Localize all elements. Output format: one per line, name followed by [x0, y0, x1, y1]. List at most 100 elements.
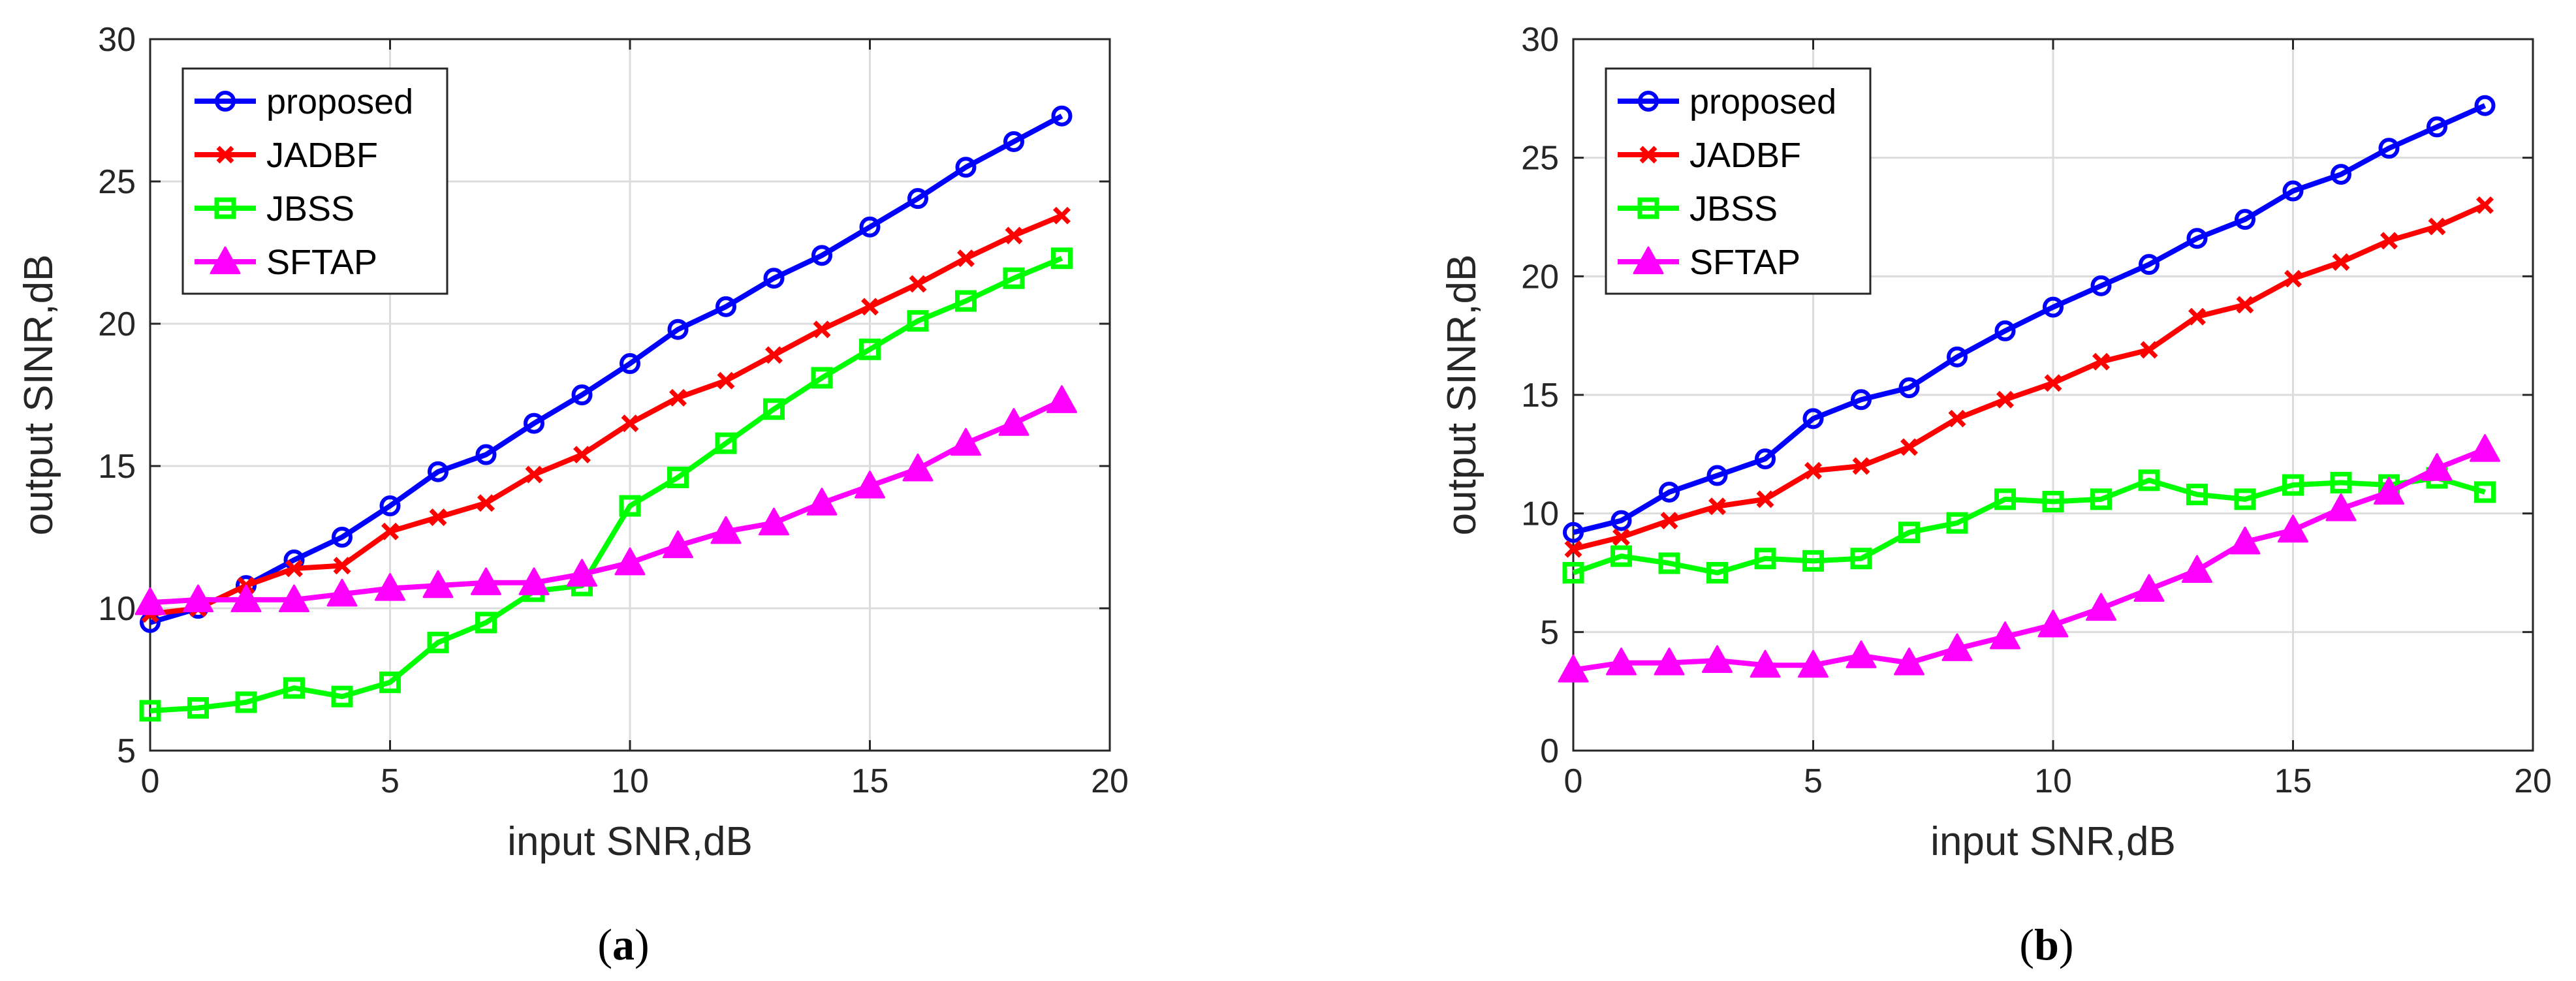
- x-tick-label: 5: [381, 762, 400, 800]
- legend-item: JBSS: [195, 189, 354, 228]
- legend-marker: [1633, 246, 1664, 275]
- data-point: [2186, 228, 2208, 249]
- data-point: [477, 494, 495, 512]
- data-point: [1941, 633, 1973, 661]
- data-point: [2229, 526, 2261, 555]
- data-point: [2421, 453, 2453, 481]
- data-point: [955, 157, 977, 178]
- data-point: [1654, 647, 1685, 676]
- panel-caption: (a): [597, 920, 649, 969]
- x-tick-label: 5: [1804, 762, 1823, 800]
- data-point: [2378, 138, 2400, 159]
- y-tick-label: 0: [1540, 732, 1559, 770]
- data-point: [1946, 512, 1968, 534]
- y-tick-label: 20: [1521, 258, 1559, 296]
- data-point: [331, 685, 353, 708]
- data-point: [230, 584, 262, 613]
- data-point: [1947, 346, 1968, 367]
- data-point: [183, 584, 213, 613]
- y-tick-label: 10: [1521, 495, 1559, 533]
- data-point: [2139, 254, 2160, 275]
- legend-label: JADBF: [1689, 136, 1801, 175]
- data-point: [2282, 474, 2304, 496]
- y-axis-label: output SINR,dB: [16, 255, 61, 536]
- legend: proposed JADBF JBSS SFTAP: [1605, 67, 1872, 295]
- data-point: [134, 587, 166, 615]
- data-point: [524, 413, 544, 434]
- data-point: [2090, 275, 2112, 296]
- data-point: [279, 584, 309, 613]
- data-point: [332, 527, 353, 548]
- data-point: [2182, 555, 2212, 583]
- data-point: [1051, 247, 1073, 270]
- data-point: [1846, 640, 1877, 668]
- data-point: [621, 414, 639, 433]
- legend-marker: [214, 197, 236, 219]
- data-point: [1894, 647, 1924, 676]
- data-point: [763, 398, 785, 420]
- data-point: [1851, 389, 1872, 411]
- data-point: [1660, 512, 1678, 530]
- data-point: [1802, 408, 1824, 429]
- data-point: [567, 559, 597, 587]
- data-point: [381, 522, 399, 540]
- data-point: [326, 578, 358, 607]
- data-point: [427, 631, 449, 653]
- data-point: [1708, 497, 1726, 516]
- y-tick-label: 25: [98, 163, 136, 201]
- legend-marker: [215, 91, 236, 112]
- legend-item: JADBF: [195, 136, 378, 175]
- data-point: [2133, 574, 2165, 602]
- data-point: [1798, 649, 1829, 678]
- data-point: [2278, 514, 2308, 543]
- data-point: [1990, 621, 2020, 649]
- data-point: [2470, 434, 2500, 462]
- legend-item: SFTAP: [195, 243, 377, 282]
- data-point: [471, 567, 501, 595]
- data-point: [2284, 270, 2302, 288]
- data-point: [855, 471, 885, 499]
- data-point: [1702, 645, 1733, 674]
- data-point: [2476, 196, 2494, 214]
- y-tick-label: 25: [1521, 140, 1559, 178]
- data-point: [571, 384, 593, 405]
- legend-label: JADBF: [266, 136, 378, 175]
- x-axis-label: input SNR,dB: [507, 819, 753, 864]
- data-point: [2374, 476, 2404, 505]
- legend-item: proposed: [195, 82, 413, 121]
- data-point: [806, 488, 838, 516]
- data-point: [620, 353, 640, 375]
- data-point: [2236, 296, 2254, 314]
- data-point: [907, 188, 928, 210]
- series-jadbf: [1564, 196, 2494, 558]
- series-proposed: [140, 105, 1073, 633]
- data-point: [859, 338, 881, 360]
- data-point: [667, 319, 689, 340]
- data-point: [1754, 548, 1776, 570]
- x-axis-label: input SNR,dB: [1930, 819, 2176, 864]
- x-tick-label: 0: [1564, 762, 1583, 800]
- data-point: [1706, 465, 1728, 486]
- data-point: [2282, 180, 2304, 202]
- data-point: [2043, 296, 2064, 318]
- data-point: [859, 216, 881, 238]
- data-point: [1706, 562, 1728, 584]
- y-axis-label: output SINR,dB: [1439, 255, 1484, 536]
- data-point: [1852, 457, 1870, 475]
- chart-panel-b: 0 5 10 15 20 0 5 10 15 20 25 30 input SNR,dB output S…: [1439, 21, 2552, 969]
- legend-item: SFTAP: [1618, 243, 1800, 282]
- data-point: [861, 298, 879, 316]
- legend-item: JADBF: [1618, 136, 1801, 175]
- data-point: [2037, 609, 2069, 638]
- y-tick-label: 20: [98, 305, 136, 343]
- series-jadbf: [141, 206, 1071, 623]
- data-point: [2380, 232, 2398, 250]
- y-tick-label: 15: [1521, 377, 1559, 414]
- data-point: [1658, 552, 1680, 574]
- data-point: [759, 507, 789, 536]
- data-point: [1802, 550, 1824, 572]
- x-tick-label: 15: [2274, 762, 2312, 800]
- data-point: [811, 367, 833, 389]
- y-tick-label: 30: [1521, 21, 1559, 59]
